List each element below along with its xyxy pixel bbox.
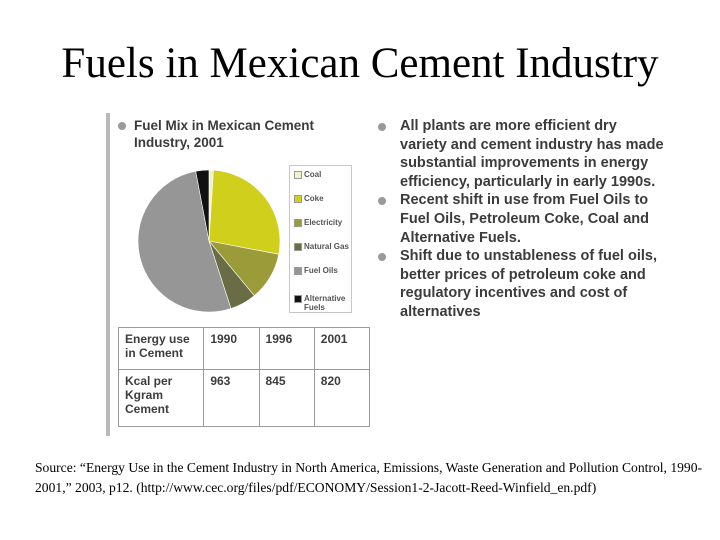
- table-cell: Energy use in Cement: [117, 327, 205, 370]
- legend-swatch: [294, 267, 302, 275]
- pie-legend: Coal Coke Electricity Natural Gas Fuel Oils A…: [289, 165, 352, 313]
- table-cell: 845: [258, 368, 315, 428]
- pie-slice-alternative-fuels: [195, 169, 210, 242]
- table-cell: 1996: [258, 327, 315, 370]
- legend-label: Coal: [304, 170, 322, 179]
- table-cell: 2001: [313, 327, 371, 370]
- bullet-icon: [378, 253, 386, 262]
- legend-swatch: [294, 219, 302, 227]
- table-cell: 963: [203, 368, 260, 428]
- bullet-icon: [118, 122, 126, 130]
- bullet-text: Shift due to unstableness of fuel oils, …: [400, 248, 657, 320]
- fuel-mix-pie-chart: [137, 169, 281, 313]
- bullet-text: All plants are more efficient dry variet…: [400, 118, 664, 190]
- legend-label: Fuel Oils: [304, 266, 338, 275]
- legend-label: Natural Gas: [304, 242, 349, 251]
- bullet-item: All plants are more efficient dry variet…: [374, 117, 664, 191]
- bullet-icon: [378, 197, 386, 206]
- bullet-item: Shift due to unstableness of fuel oils, …: [374, 247, 664, 321]
- legend-label: Alternative Fuels: [304, 294, 346, 312]
- bullet-text: Recent shift in use from Fuel Oils to Fu…: [400, 192, 649, 246]
- pie-chart-heading: Fuel Mix in Mexican Cement Industry, 200…: [134, 118, 315, 150]
- legend-swatch: [294, 171, 302, 179]
- pie-slice-fuel-oils: [137, 170, 232, 313]
- bullet-icon: [378, 123, 386, 131]
- table-cell: 1990: [203, 327, 260, 370]
- left-panel-border: [106, 113, 110, 436]
- table-cell: 820: [313, 368, 371, 428]
- table-row: Kcal per Kgram Cement 963 845 820: [117, 368, 371, 428]
- pie-slice-coke: [208, 169, 281, 255]
- legend-swatch: [294, 295, 302, 303]
- table-row: Energy use in Cement 1990 1996 2001: [117, 327, 371, 370]
- legend-swatch: [294, 243, 302, 251]
- table-cell: Kcal per Kgram Cement: [117, 368, 205, 428]
- bullet-item: Recent shift in use from Fuel Oils to Fu…: [374, 191, 664, 247]
- right-bullet-list: All plants are more efficient dry variet…: [374, 117, 664, 322]
- legend-swatch: [294, 195, 302, 203]
- slide-title: Fuels in Mexican Cement Industry: [61, 40, 659, 87]
- legend-label: Coke: [304, 194, 324, 203]
- legend-label: Electricity: [304, 218, 343, 227]
- source-citation: Source: “Energy Use in the Cement Indust…: [35, 460, 703, 495]
- energy-use-table: Energy use in Cement 1990 1996 2001 Kcal…: [117, 327, 371, 428]
